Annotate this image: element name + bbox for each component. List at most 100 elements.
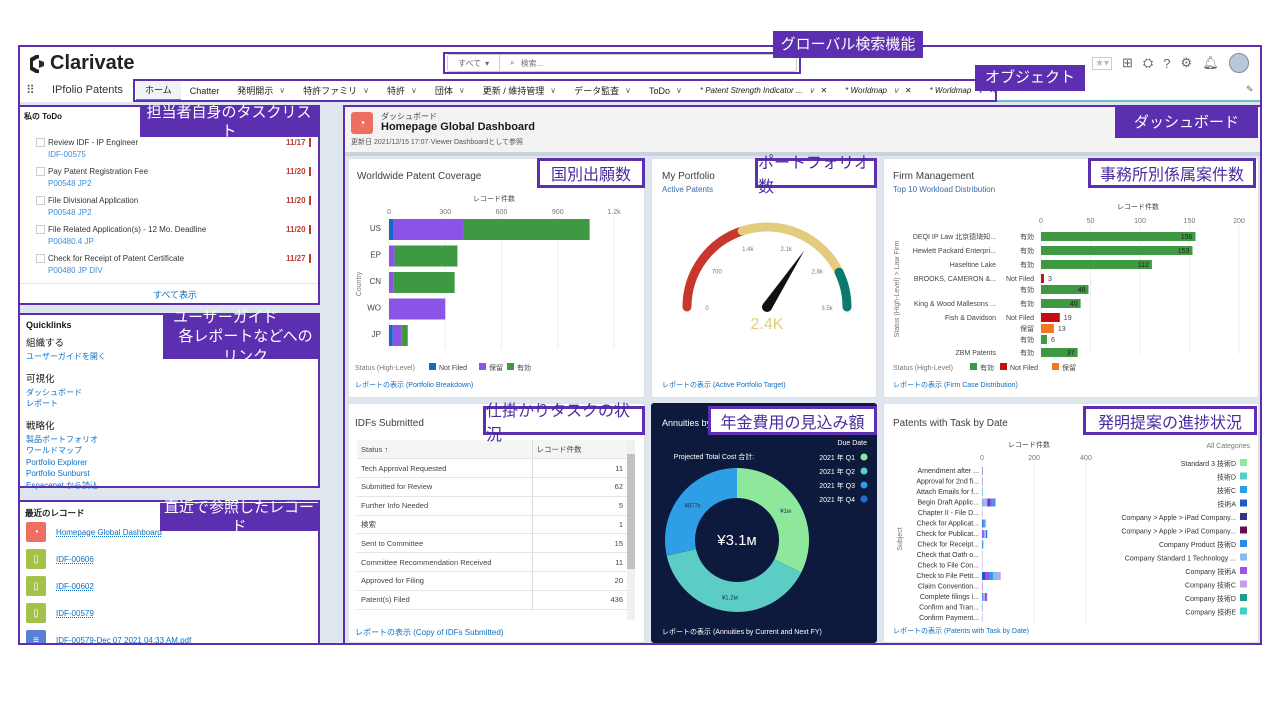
bar-segment[interactable] bbox=[985, 519, 987, 528]
todo-checkbox[interactable] bbox=[36, 196, 45, 205]
setup-gear-icon[interactable]: ⚙ bbox=[1180, 55, 1193, 70]
trailhead-icon[interactable]: ⛭ bbox=[1142, 55, 1154, 70]
chevron-down-icon[interactable]: ∨ bbox=[363, 86, 369, 95]
todo-record-link[interactable]: P00480.4 JP bbox=[48, 237, 94, 246]
todo-title[interactable]: Review IDF - IP Engineer bbox=[48, 138, 139, 147]
favorites-star-icon[interactable]: ★▾ bbox=[1092, 56, 1112, 70]
bar-segment[interactable] bbox=[982, 509, 983, 517]
bar-segment[interactable] bbox=[986, 593, 988, 601]
search-input[interactable] bbox=[520, 56, 721, 70]
global-actions-plus-icon[interactable]: ⊞ bbox=[1121, 55, 1133, 70]
workspace-tab[interactable]: * Patent Strength Indicator ... ∨ ✕ bbox=[691, 80, 836, 101]
todo-record-link[interactable]: P00548 JP2 bbox=[48, 179, 92, 188]
bar-segment[interactable] bbox=[996, 572, 1001, 580]
bar-segment[interactable] bbox=[992, 498, 996, 507]
todo-record-link[interactable]: P00548 JP2 bbox=[48, 208, 92, 217]
help-icon[interactable]: ? bbox=[1163, 55, 1171, 71]
bar-segment[interactable] bbox=[982, 467, 983, 475]
quicklink[interactable]: Portfolio Sunburst bbox=[26, 469, 90, 478]
todo-title[interactable]: Pay Patent Registration Fee bbox=[48, 167, 149, 176]
bar[interactable] bbox=[1041, 274, 1044, 283]
bar-segment[interactable] bbox=[987, 498, 991, 507]
bar-segment[interactable] bbox=[982, 551, 983, 559]
bar-segment[interactable] bbox=[463, 219, 590, 240]
recent-record-link[interactable]: IDF-00579-Dec 07 2021 04:33 AM.pdf bbox=[56, 635, 192, 644]
nav-item[interactable]: 特許ファミリ ∨ bbox=[294, 80, 378, 101]
bar[interactable] bbox=[1041, 324, 1054, 333]
quicklink[interactable]: ユーザーガイドを開く bbox=[26, 352, 106, 361]
bar-segment[interactable] bbox=[983, 519, 985, 528]
clarivate-logo[interactable]: Clarivate bbox=[30, 52, 135, 75]
todo-title[interactable]: File Divisional Application bbox=[48, 196, 139, 205]
report-link[interactable]: レポートの表示 (Annuities by Current and Next F… bbox=[662, 627, 822, 636]
nav-item[interactable]: Chatter bbox=[181, 80, 229, 101]
bar[interactable] bbox=[1041, 299, 1081, 308]
recent-record-link[interactable]: IDF-00606 bbox=[56, 554, 94, 564]
bar-segment[interactable] bbox=[982, 530, 984, 538]
bar-segment[interactable] bbox=[982, 593, 984, 601]
recent-record-link[interactable]: IDF-00579 bbox=[56, 608, 94, 618]
nav-item[interactable]: 特許 ∨ bbox=[378, 80, 426, 101]
workspace-tab[interactable]: * Worldmap ∨ ✕ bbox=[836, 80, 920, 101]
todo-checkbox[interactable] bbox=[36, 254, 45, 263]
bar-segment[interactable] bbox=[389, 298, 446, 320]
bar[interactable] bbox=[1041, 348, 1078, 357]
bar[interactable] bbox=[1041, 285, 1089, 294]
bar-segment[interactable] bbox=[982, 519, 984, 528]
bar-segment[interactable] bbox=[985, 530, 987, 538]
chevron-down-icon[interactable]: ∨ bbox=[279, 86, 286, 95]
bar-segment[interactable] bbox=[982, 582, 983, 591]
recent-record[interactable]: ▯ IDF-00579 bbox=[26, 603, 94, 623]
bar[interactable] bbox=[1041, 260, 1152, 269]
column-header-status[interactable]: Status ↑ bbox=[357, 440, 533, 460]
bar-segment[interactable] bbox=[393, 219, 464, 240]
recent-record[interactable]: ▯ IDF-00602 bbox=[26, 576, 94, 596]
bar-segment[interactable] bbox=[389, 325, 393, 346]
pie-slice[interactable] bbox=[737, 468, 809, 573]
bar-segment[interactable] bbox=[982, 498, 985, 507]
bar-segment[interactable] bbox=[982, 603, 983, 612]
bar-segment[interactable] bbox=[982, 614, 983, 622]
bar-segment[interactable] bbox=[982, 561, 983, 570]
chevron-down-icon[interactable]: ∨ bbox=[458, 86, 465, 95]
pie-slice[interactable] bbox=[665, 468, 737, 556]
chevron-down-icon[interactable]: ∨ bbox=[550, 86, 557, 95]
idf-report-link[interactable]: レポートの表示 (Copy of IDFs Submitted) bbox=[355, 628, 504, 637]
bar-segment[interactable] bbox=[394, 245, 458, 267]
bar-segment[interactable] bbox=[984, 530, 986, 538]
bar-segment[interactable] bbox=[982, 519, 983, 528]
nav-item[interactable]: 団体 ∨ bbox=[426, 80, 474, 101]
chevron-down-icon[interactable]: ∨ bbox=[411, 86, 417, 95]
report-link[interactable]: レポートの表示 (Portfolio Breakdown) bbox=[355, 380, 473, 389]
bar[interactable] bbox=[1041, 232, 1196, 241]
quicklink[interactable]: Espacenet から読込 bbox=[26, 480, 99, 490]
quicklink[interactable]: ワールドマップ bbox=[26, 446, 82, 455]
chevron-down-icon[interactable]: ∨ bbox=[676, 86, 682, 95]
bar-segment[interactable] bbox=[401, 325, 408, 346]
bar-segment[interactable] bbox=[993, 572, 997, 580]
bar-segment[interactable] bbox=[982, 572, 986, 580]
dashboard-scrollbar[interactable] bbox=[345, 152, 1260, 156]
chevron-down-icon[interactable]: ∨ bbox=[808, 86, 815, 95]
notifications-bell-icon[interactable]: 🔔︎ bbox=[1202, 55, 1219, 70]
user-avatar[interactable] bbox=[1228, 53, 1249, 73]
bar-segment[interactable] bbox=[982, 488, 983, 496]
bar-segment[interactable] bbox=[989, 572, 994, 580]
bar-segment[interactable] bbox=[389, 272, 394, 293]
view-all-link[interactable]: すべて表示 bbox=[153, 290, 198, 300]
bar-segment[interactable] bbox=[982, 540, 984, 549]
close-tab-icon[interactable]: ✕ bbox=[820, 86, 828, 95]
bar-segment[interactable] bbox=[983, 530, 985, 538]
quicklink[interactable]: レポート bbox=[26, 399, 58, 408]
bar-segment[interactable] bbox=[984, 519, 986, 528]
bar-segment[interactable] bbox=[982, 477, 983, 486]
chevron-down-icon[interactable]: ∨ bbox=[892, 86, 899, 95]
quicklink[interactable]: 製品ポートフォリオ bbox=[26, 434, 98, 444]
bar-segment[interactable] bbox=[389, 219, 394, 240]
recent-record-link[interactable]: Homepage Global Dashboard bbox=[56, 527, 162, 537]
edit-nav-pencil-icon[interactable]: ✎ bbox=[1246, 84, 1254, 94]
column-header-count[interactable]: レコード件数 bbox=[532, 440, 627, 460]
nav-item[interactable]: 発明開示 ∨ bbox=[228, 80, 294, 101]
bar-segment[interactable] bbox=[393, 272, 455, 293]
recent-record[interactable]: ◔ Homepage Global Dashboard bbox=[26, 522, 162, 542]
